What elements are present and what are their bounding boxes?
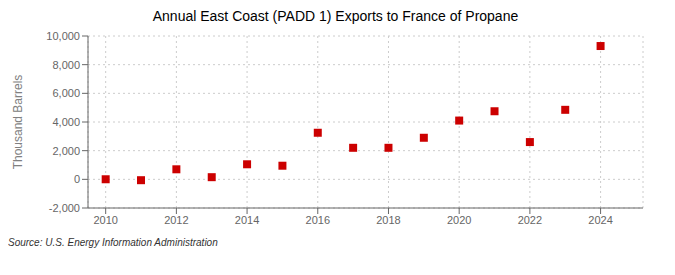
svg-text:10,000: 10,000 xyxy=(46,30,80,42)
svg-text:2022: 2022 xyxy=(518,214,542,226)
svg-text:2,000: 2,000 xyxy=(52,145,80,157)
svg-text:2012: 2012 xyxy=(164,214,188,226)
svg-text:0: 0 xyxy=(74,173,80,185)
svg-text:-2,000: -2,000 xyxy=(49,202,80,214)
html-text:Annual East Coast (PADD 1) Exp: Annual East Coast (PADD 1) Exports to Fr… xyxy=(152,8,519,24)
svg-text:2016: 2016 xyxy=(306,214,330,226)
svg-text:6,000: 6,000 xyxy=(52,87,80,99)
html-text:Source: U.S. Energy Informatio: Source: U.S. Energy Information Administ… xyxy=(8,237,218,248)
svg-text:2020: 2020 xyxy=(447,214,471,226)
svg-text:4,000: 4,000 xyxy=(52,116,80,128)
svg-text:2018: 2018 xyxy=(376,214,400,226)
svg-text:Thousand Barrels: Thousand Barrels xyxy=(11,75,25,170)
svg-text:2014: 2014 xyxy=(235,214,259,226)
svg-text:2024: 2024 xyxy=(588,214,612,226)
svg-text:8,000: 8,000 xyxy=(52,59,80,71)
svg-text:2010: 2010 xyxy=(93,214,117,226)
